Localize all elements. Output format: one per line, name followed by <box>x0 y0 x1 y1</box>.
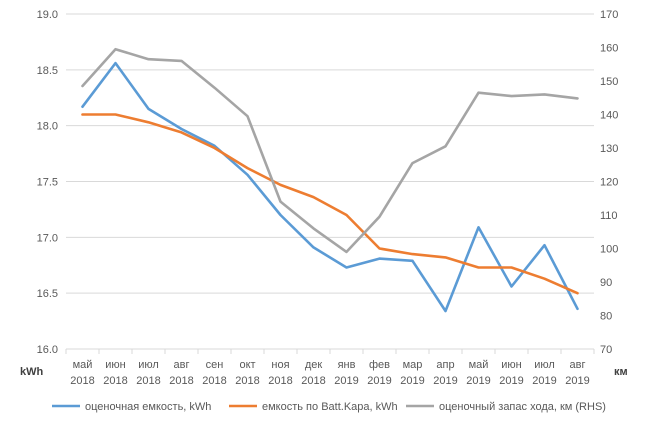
left-tick-label: 16.5 <box>37 288 58 300</box>
x-tick-label-month: май <box>469 359 489 371</box>
x-tick-label-month: июл <box>138 359 159 371</box>
x-tick-label-month: авг <box>570 359 586 371</box>
x-tick-label-year: 2019 <box>367 375 391 387</box>
right-tick-label: 100 <box>600 244 618 256</box>
right-tick-label: 110 <box>600 210 618 222</box>
right-tick-label: 150 <box>600 76 618 88</box>
x-tick-label-year: 2018 <box>70 375 94 387</box>
x-tick-label-year: 2018 <box>103 375 127 387</box>
x-tick-label-year: 2018 <box>202 375 226 387</box>
x-tick-label-year: 2019 <box>400 375 424 387</box>
right-tick-label: 80 <box>600 311 612 323</box>
right-tick-label: 160 <box>600 43 618 55</box>
x-tick-label-month: июн <box>105 359 125 371</box>
x-tick-label-year: 2018 <box>268 375 292 387</box>
series-line-2 <box>81 113 579 295</box>
legend-label: оценочный запас хода, км (RHS) <box>439 401 606 413</box>
x-tick-label-month: окт <box>239 359 255 371</box>
series-lines <box>81 47 579 313</box>
right-tick-label: 70 <box>600 344 612 356</box>
x-tick-label-month: июн <box>501 359 521 371</box>
x-tick-label-year: 2019 <box>334 375 358 387</box>
series-line-3 <box>81 47 579 254</box>
x-tick-label-month: янв <box>338 359 356 371</box>
left-axis-unit: kWh <box>20 366 44 378</box>
x-axis: май 2018 июн 2018 июл 2018 авг 2018 сен 2018 окт 20… <box>65 349 595 387</box>
left-tick-label: 17.5 <box>37 177 58 189</box>
x-tick-label-month: фев <box>369 359 390 371</box>
right-axis: 70 80 90 100 110 120 130 140 150 160 170 <box>600 9 618 356</box>
left-tick-label: 18.0 <box>37 121 58 133</box>
gridlines <box>66 13 594 350</box>
x-tick-label-month: сен <box>206 359 224 371</box>
x-tick-label-month: апр <box>436 359 454 371</box>
x-tick-label-month: ноя <box>271 359 289 371</box>
x-tick-label-month: май <box>73 359 93 371</box>
x-tick-label-year: 2018 <box>301 375 325 387</box>
x-tick-label-month: июл <box>534 359 555 371</box>
x-tick-label-year: 2019 <box>466 375 490 387</box>
x-tick-label-month: авг <box>174 359 190 371</box>
right-tick-label: 120 <box>600 177 618 189</box>
left-tick-label: 18.5 <box>37 65 58 77</box>
right-tick-label: 140 <box>600 110 618 122</box>
right-tick-label: 170 <box>600 9 618 21</box>
x-tick-label-month: дек <box>305 359 323 371</box>
x-tick-label-year: 2018 <box>235 375 259 387</box>
left-tick-label: 16.0 <box>37 344 58 356</box>
legend: оценочная емкость, kWh емкость по Batt.Ka… <box>52 401 606 413</box>
x-tick-label-year: 2019 <box>565 375 589 387</box>
legend-label: оценочная емкость, kWh <box>85 401 211 413</box>
x-tick-label-year: 2019 <box>499 375 523 387</box>
left-tick-label: 19.0 <box>37 9 58 21</box>
right-axis-unit: км <box>614 366 628 378</box>
right-tick-label: 90 <box>600 277 612 289</box>
x-tick-label-month: мар <box>403 359 423 371</box>
x-tick-label-year: 2018 <box>136 375 160 387</box>
x-tick-label-year: 2018 <box>169 375 193 387</box>
x-tick-label-year: 2019 <box>532 375 556 387</box>
right-tick-label: 130 <box>600 143 618 155</box>
left-tick-label: 17.0 <box>37 232 58 244</box>
left-axis: 16.0 16.5 17.0 17.5 18.0 18.5 19.0 <box>37 9 58 356</box>
x-tick-label-year: 2019 <box>433 375 457 387</box>
series-line-1 <box>81 61 579 313</box>
legend-label: емкость по Batt.Kapa, kWh <box>262 401 398 413</box>
